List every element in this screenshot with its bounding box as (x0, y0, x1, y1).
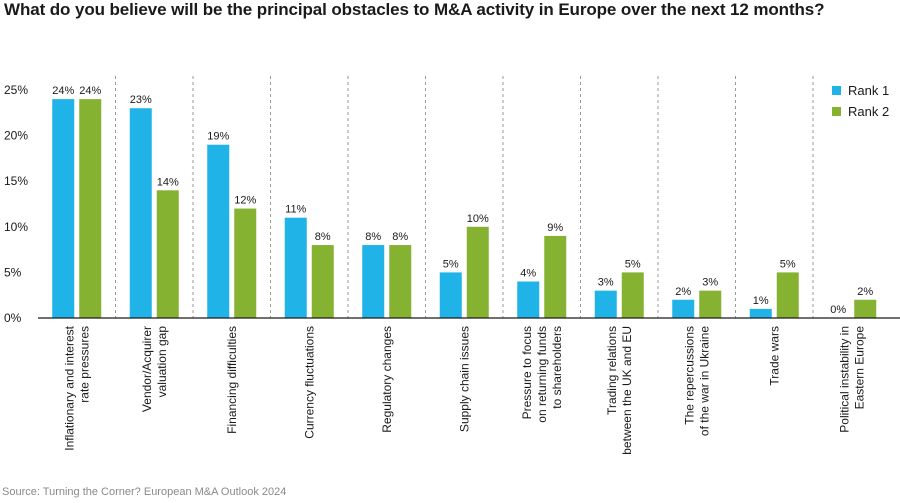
y-tick-label: 20% (4, 129, 28, 143)
bar-rank-1 (594, 290, 617, 318)
legend-label: Rank 1 (848, 83, 889, 98)
data-label: 23% (130, 94, 152, 106)
category-label: Currency fluctuations (302, 326, 316, 439)
y-tick-label: 5% (4, 265, 22, 279)
legend-swatch-rank-1 (832, 86, 841, 95)
bar-rank-1 (749, 308, 772, 318)
data-label: 24% (79, 85, 101, 97)
bar-rank-2 (466, 226, 489, 318)
data-label: 14% (157, 176, 179, 188)
data-label: 4% (520, 268, 536, 280)
category-label: on returning funds (535, 326, 549, 423)
legend-label: Rank 2 (848, 104, 889, 119)
data-label: 5% (625, 258, 641, 270)
category-label: Financing difficulties (225, 326, 239, 434)
bar-rank-2 (79, 99, 102, 319)
data-label: 8% (315, 231, 331, 243)
data-label: 11% (285, 204, 306, 216)
category-label: between the UK and EU (620, 326, 634, 455)
category-label: to shareholders (550, 326, 564, 409)
bar-rank-2 (234, 208, 257, 318)
bar-rank-1 (129, 108, 152, 319)
bar-rank-2 (544, 235, 567, 318)
category-label: of the war in Ukraine (697, 326, 711, 436)
bar-rank-1 (284, 217, 307, 318)
bar-rank-2 (776, 272, 799, 318)
y-tick-label: 10% (4, 220, 28, 234)
category-label: Supply chain issues (457, 326, 471, 432)
chart-title: What do you believe will be the principa… (4, 0, 825, 19)
category-label: valuation gap (155, 326, 169, 398)
data-label: 10% (467, 213, 489, 225)
data-label: 24% (52, 85, 74, 97)
bar-rank-1 (517, 281, 540, 318)
y-tick-label: 15% (4, 174, 28, 188)
category-label: Trade wars (767, 326, 781, 386)
bar-rank-1 (672, 299, 695, 318)
category-label: Political instability in (837, 326, 851, 433)
data-label: 2% (675, 286, 691, 298)
category-label: Pressure to focus (520, 326, 534, 419)
data-label: 8% (392, 231, 408, 243)
category-label: rate pressures (77, 326, 91, 403)
bar-rank-1 (362, 245, 385, 318)
data-label: 9% (547, 222, 563, 234)
data-label: 12% (234, 195, 256, 207)
data-label: 2% (857, 286, 873, 298)
data-label: 1% (753, 295, 769, 307)
bar-rank-2 (621, 272, 644, 318)
data-label: 5% (443, 258, 459, 270)
data-label: 8% (365, 231, 381, 243)
bar-rank-2 (389, 245, 412, 318)
data-label: 0% (830, 304, 846, 316)
bar-rank-2 (699, 290, 722, 318)
category-label: Vendor/Acquirer (140, 326, 154, 412)
y-tick-label: 25% (4, 83, 28, 97)
data-label: 3% (598, 277, 614, 289)
category-label: Eastern Europe (852, 326, 866, 410)
source-note: Source: Turning the Corner? European M&A… (2, 486, 287, 498)
category-label: Inflationary and interest (62, 325, 76, 450)
bar-rank-2 (311, 245, 334, 318)
bar-rank-1 (439, 272, 462, 318)
data-label: 5% (780, 258, 796, 270)
y-tick-label: 0% (4, 311, 22, 325)
category-label: Regulatory changes (380, 326, 394, 433)
bar-rank-1 (52, 99, 75, 319)
category-label: The repercussions (682, 326, 696, 425)
category-label: Trading relations (605, 326, 619, 415)
bar-rank-2 (854, 299, 877, 318)
data-label: 3% (702, 277, 718, 289)
bar-rank-2 (156, 190, 179, 318)
data-label: 19% (207, 131, 229, 143)
bar-rank-1 (207, 144, 230, 318)
legend-swatch-rank-2 (832, 107, 841, 116)
